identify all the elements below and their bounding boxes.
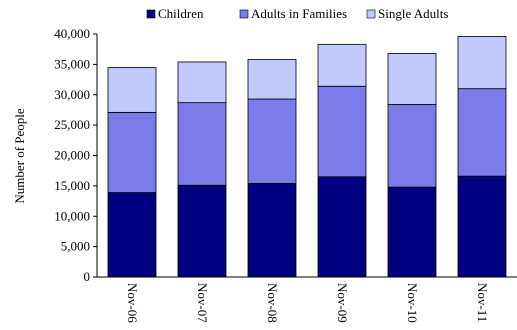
- legend-swatch: [146, 9, 156, 19]
- bar-segment: [177, 184, 227, 278]
- bar-segment: [177, 61, 227, 104]
- y-tick-label: 10,000: [54, 208, 90, 223]
- x-tick-label: Nov-11: [475, 283, 490, 322]
- y-axis-label: Number of People: [12, 108, 27, 204]
- bars: [107, 36, 507, 278]
- legend-label: Single Adults: [378, 6, 448, 21]
- bar-segment: [177, 102, 227, 186]
- legend: Children Adults in Families Single Adults: [146, 6, 448, 21]
- bar-segment: [317, 176, 367, 278]
- y-tick-label: 0: [84, 269, 91, 284]
- x-tick-label: Nov-06: [125, 283, 140, 323]
- bar-segment: [387, 53, 437, 105]
- legend-swatch: [239, 9, 249, 19]
- x-tick-label: Nov-09: [335, 283, 350, 323]
- x-axis-ticks: Nov-06 Nov-07 Nov-08 Nov-09 Nov-10 Nov-11: [125, 283, 490, 323]
- bar-segment: [387, 186, 437, 278]
- bar-segment: [247, 59, 297, 100]
- y-tick-label: 20,000: [54, 148, 90, 163]
- bar-segment: [457, 88, 507, 177]
- bar-segment: [387, 104, 437, 188]
- y-tick-label: 35,000: [54, 56, 90, 71]
- x-tick-label: Nov-08: [265, 283, 280, 323]
- bar-segment: [247, 98, 297, 184]
- y-tick-label: 30,000: [54, 87, 90, 102]
- bar-segment: [247, 183, 297, 278]
- y-tick-label: 5,000: [61, 239, 90, 254]
- bar-segment: [107, 67, 157, 113]
- legend-label: Adults in Families: [251, 6, 347, 21]
- bar-segment: [457, 36, 507, 90]
- y-tick-label: 25,000: [54, 117, 90, 132]
- axes: [96, 34, 517, 278]
- legend-swatch: [366, 9, 376, 19]
- x-tick-label: Nov-07: [195, 283, 210, 323]
- bar-segment: [107, 111, 157, 193]
- bar-segment: [457, 175, 507, 278]
- bar-segment: [317, 85, 367, 178]
- y-tick-label: 40,000: [54, 26, 90, 41]
- x-tick-label: Nov-10: [405, 283, 420, 323]
- y-axis-ticks: 0 5,000 10,000 15,000 20,000 25,000 30,000 35,0…: [54, 26, 97, 284]
- y-tick-label: 15,000: [54, 178, 90, 193]
- legend-label: Children: [158, 6, 204, 21]
- bar-segment: [317, 43, 367, 87]
- bar-segment: [107, 192, 157, 278]
